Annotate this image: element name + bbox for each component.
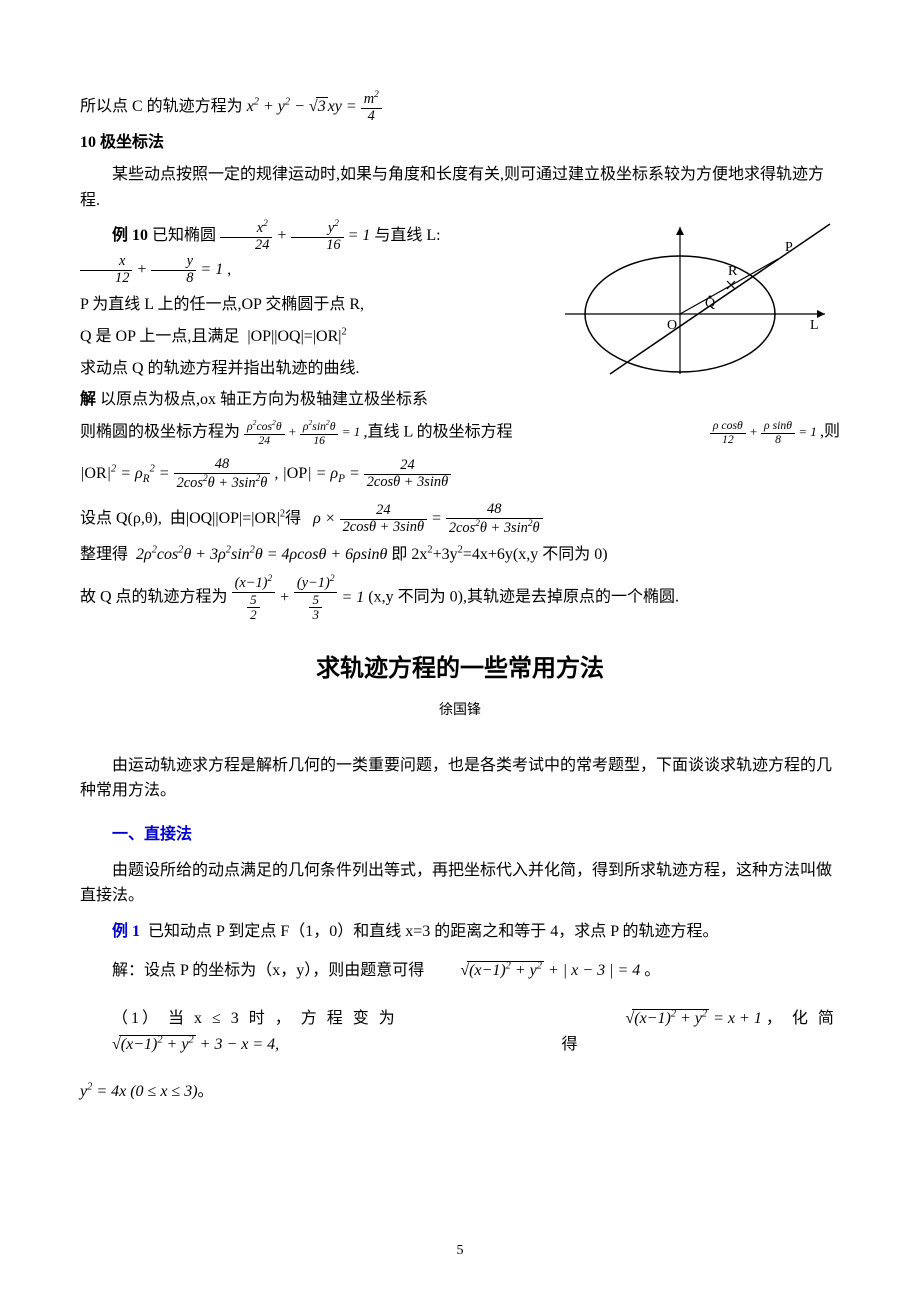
article-title: 求轨迹方程的一些常用方法 xyxy=(80,650,840,688)
polar-suffix: ,则 xyxy=(820,423,840,440)
section-10-header: 10 极坐标法 xyxy=(80,130,840,156)
OR-OP-equations: |OR|2 = ρR2 = 482cos2θ + 3sin2θ , |OP| =… xyxy=(80,457,840,491)
article-intro: 由运动轨迹求方程是解析几何的一类重要问题，也是各类考试中的常考题型，下面谈谈求轨… xyxy=(80,753,840,804)
ex1-solve-prefix: 解：设点 P 的坐标为（x，y），则由题意可得 xyxy=(112,962,424,979)
figure-label-R: R xyxy=(728,264,738,279)
polar-equations-line: 则椭圆的极坐标方程为 ρ2cos2θ24 + ρ2sin2θ16 = 1 ,直线… xyxy=(80,419,840,448)
article-author: 徐国锋 xyxy=(80,700,840,722)
result-line: 故 Q 点的轨迹方程为 (x−1)252 + (y−1)253 = 1 (x,y… xyxy=(80,574,840,622)
solve-line-1: 以原点为极点,ox 轴正方向为极轴建立极坐标系 xyxy=(100,391,428,408)
example-1-solve-setup: 解：设点 P 的坐标为（x，y），则由题意可得 (x−1)2 + y2 + | … xyxy=(80,958,840,984)
top-prefix: 所以点 C 的轨迹方程为 xyxy=(80,98,243,115)
result-prefix: 故 Q 点的轨迹方程为 xyxy=(80,589,228,606)
top-equation: x2 + y2 − 3xy = m24 xyxy=(247,98,382,115)
polar-mid: ,直线 L 的极坐标方程 xyxy=(364,423,513,440)
example-1-case-1-result: y2 = 4x (0 ≤ x ≤ 3)。 xyxy=(80,1079,840,1105)
example-10-solve-start: 解 以原点为极点,ox 轴正方向为极轴建立极坐标系 xyxy=(80,387,840,413)
figure-label-P: P xyxy=(785,240,793,255)
ellipse-line-figure: O Q R P L xyxy=(560,219,840,388)
top-conclusion-line: 所以点 C 的轨迹方程为 x2 + y2 − 3xy = m24 xyxy=(80,90,840,124)
polar-prefix: 则椭圆的极坐标方程为 xyxy=(80,423,240,440)
figure-label-O: O xyxy=(667,318,677,333)
result-suffix: (x,y 不同为 0),其轨迹是去掉原点的一个椭圆. xyxy=(368,589,679,606)
example-1-label: 例 1 xyxy=(112,923,140,940)
method-1-desc: 由题设所给的动点满足的几何条件列出等式，再把坐标代入并化简，得到所求轨迹方程，这… xyxy=(80,858,840,909)
Q-substitution-line: 设点 Q(ρ,θ), 由|OQ||OP|=|OR|2得 ρ × 242cosθ … xyxy=(80,502,840,536)
example-1-stem: 例 1 已知动点 P 到定点 F（1，0）和直线 x=3 的距离之和等于 4，求… xyxy=(80,919,840,945)
example-10-label: 例 10 xyxy=(112,227,148,244)
figure-label-L: L xyxy=(810,318,819,333)
figure-label-Q: Q xyxy=(705,296,715,311)
section-10-desc: 某些动点按照一定的规律运动时,如果与角度和长度有关,则可通过建立极坐标系较为方便… xyxy=(80,162,840,213)
simplify-line: 整理得 2ρ2cos2θ + 3ρ2sin2θ = 4ρcosθ + 6ρsin… xyxy=(80,542,840,568)
example-1-text: 已知动点 P 到定点 F（1，0）和直线 x=3 的距离之和等于 4，求点 P … xyxy=(148,923,719,940)
solve-label: 解 xyxy=(80,391,96,408)
simplify-prefix: 整理得 xyxy=(80,546,128,563)
page-number: 5 xyxy=(457,1240,464,1262)
method-1-title: 一、直接法 xyxy=(80,822,840,848)
example-1-case-1: （1） 当 x ≤ 3 时 ， 方 程 变 为 (x−1)2 + y2 + 3 … xyxy=(80,1006,840,1057)
